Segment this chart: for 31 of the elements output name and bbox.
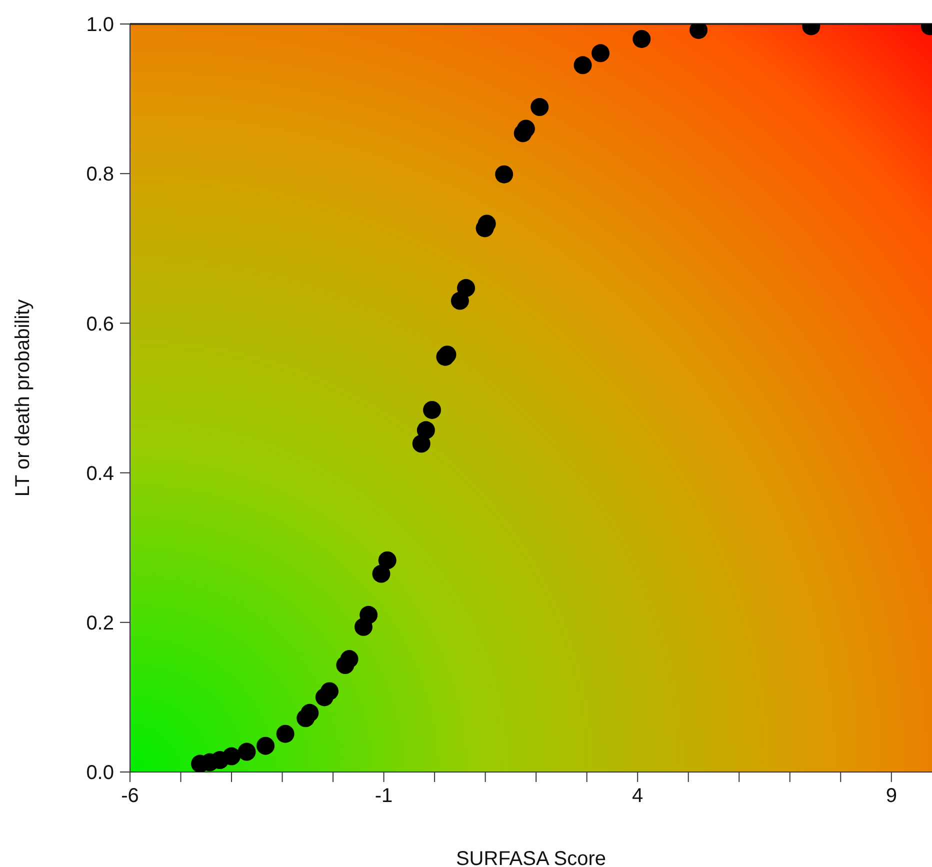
point	[340, 650, 358, 668]
x-axis-title: SURFASA Score	[456, 848, 606, 867]
point	[372, 564, 390, 583]
point	[574, 56, 592, 74]
point	[360, 606, 378, 624]
point	[516, 120, 535, 138]
y-tick-label: 0.0	[86, 762, 114, 784]
point	[632, 30, 651, 48]
y-tick-label: 0.2	[86, 612, 114, 634]
y-tick-label: 0.6	[86, 313, 114, 336]
point	[530, 98, 549, 116]
point	[276, 724, 294, 743]
x-tick-label: 9	[886, 785, 897, 808]
point	[238, 742, 256, 761]
y-tick-label: 0.8	[86, 164, 114, 186]
point	[423, 400, 442, 419]
point	[300, 704, 319, 722]
y-tick-label: 1.0	[86, 14, 114, 36]
point	[495, 165, 514, 184]
y-tick-label: 0.4	[86, 462, 114, 485]
point	[592, 44, 610, 62]
point	[378, 551, 396, 570]
x-tick-label: -1	[374, 785, 393, 808]
x-tick-label: -6	[121, 785, 139, 808]
point	[320, 682, 338, 700]
point	[457, 279, 476, 298]
point	[416, 421, 435, 440]
point	[256, 736, 275, 755]
x-tick-label: 4	[632, 785, 644, 808]
y-axis-title: LT or death probability	[12, 299, 34, 497]
point	[222, 747, 241, 766]
